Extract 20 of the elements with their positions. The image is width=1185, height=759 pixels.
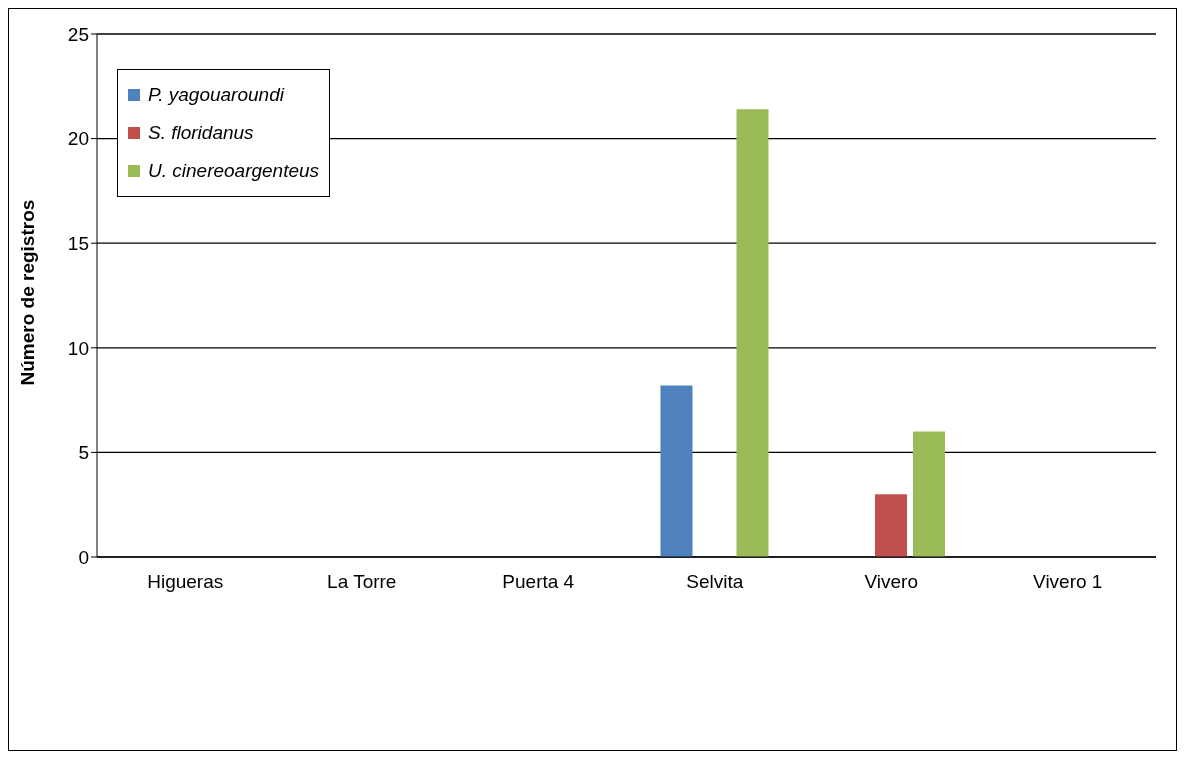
legend-label: S. floridanus (148, 122, 254, 144)
y-tick-label: 15 (67, 232, 89, 254)
y-tick-label: 5 (78, 442, 89, 464)
x-tick-label: Puerta 4 (502, 571, 575, 593)
y-tick-label: 25 (67, 23, 89, 45)
bar (660, 385, 693, 557)
x-tick-label: Vivero (864, 571, 919, 593)
x-tick-label: Selvita (686, 571, 744, 593)
y-tick-label: 20 (67, 128, 89, 150)
y-tick-label: 10 (67, 337, 89, 359)
bar (736, 109, 769, 557)
y-tick-label: 0 (78, 546, 89, 568)
x-tick-label: La Torre (327, 571, 397, 593)
y-axis-title: Número de registros (16, 199, 38, 386)
x-tick-label: Higueras (147, 571, 224, 593)
legend-label: U. cinereoargenteus (148, 160, 320, 182)
bar (875, 494, 907, 557)
legend-label: P. yagouaroundi (148, 84, 284, 106)
bar (913, 431, 945, 557)
x-tick-label: Vivero 1 (1033, 571, 1103, 593)
